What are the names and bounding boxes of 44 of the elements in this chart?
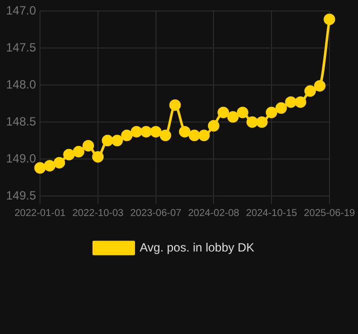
point	[208, 120, 220, 132]
point	[130, 126, 142, 138]
point	[82, 140, 94, 152]
point	[236, 106, 248, 118]
point	[294, 96, 306, 108]
point	[266, 106, 278, 118]
y-tick-label: 148.5	[6, 114, 36, 128]
y-tick-label: 149.0	[6, 151, 36, 166]
point	[256, 116, 268, 128]
point	[285, 96, 297, 108]
point	[218, 106, 230, 118]
point	[304, 85, 316, 97]
x-tick-label: 2023-06-07	[130, 208, 182, 219]
y-tick-label: 149.5	[6, 188, 36, 202]
point	[178, 126, 190, 138]
y-tick-label: 147.0	[6, 4, 36, 18]
point	[72, 146, 84, 158]
point	[44, 160, 56, 172]
point	[92, 151, 104, 163]
point	[198, 130, 210, 142]
point	[140, 126, 152, 138]
point	[121, 130, 133, 142]
x-tick-label: 2025-06-19	[304, 208, 356, 219]
point	[34, 162, 46, 174]
point	[54, 156, 66, 168]
x-tick-label: 2024-02-08	[188, 208, 240, 219]
point	[169, 99, 181, 111]
point	[102, 134, 114, 146]
point	[314, 80, 326, 92]
point	[227, 111, 239, 123]
legend-label: Avg. pos. in lobby DK	[140, 240, 254, 254]
point	[160, 130, 172, 142]
point	[111, 134, 123, 146]
x-tick-label: 2022-10-03	[72, 208, 124, 219]
y-tick-label: 148.0	[6, 77, 36, 92]
point	[324, 14, 336, 26]
point	[63, 148, 75, 160]
x-tick-label: 2022-01-01	[14, 208, 66, 219]
y-tick-label: 147.5	[6, 40, 36, 54]
x-tick-label: 2024-10-15	[246, 208, 298, 219]
point	[150, 126, 162, 138]
point	[275, 102, 287, 114]
point	[246, 116, 258, 128]
point	[188, 130, 200, 142]
